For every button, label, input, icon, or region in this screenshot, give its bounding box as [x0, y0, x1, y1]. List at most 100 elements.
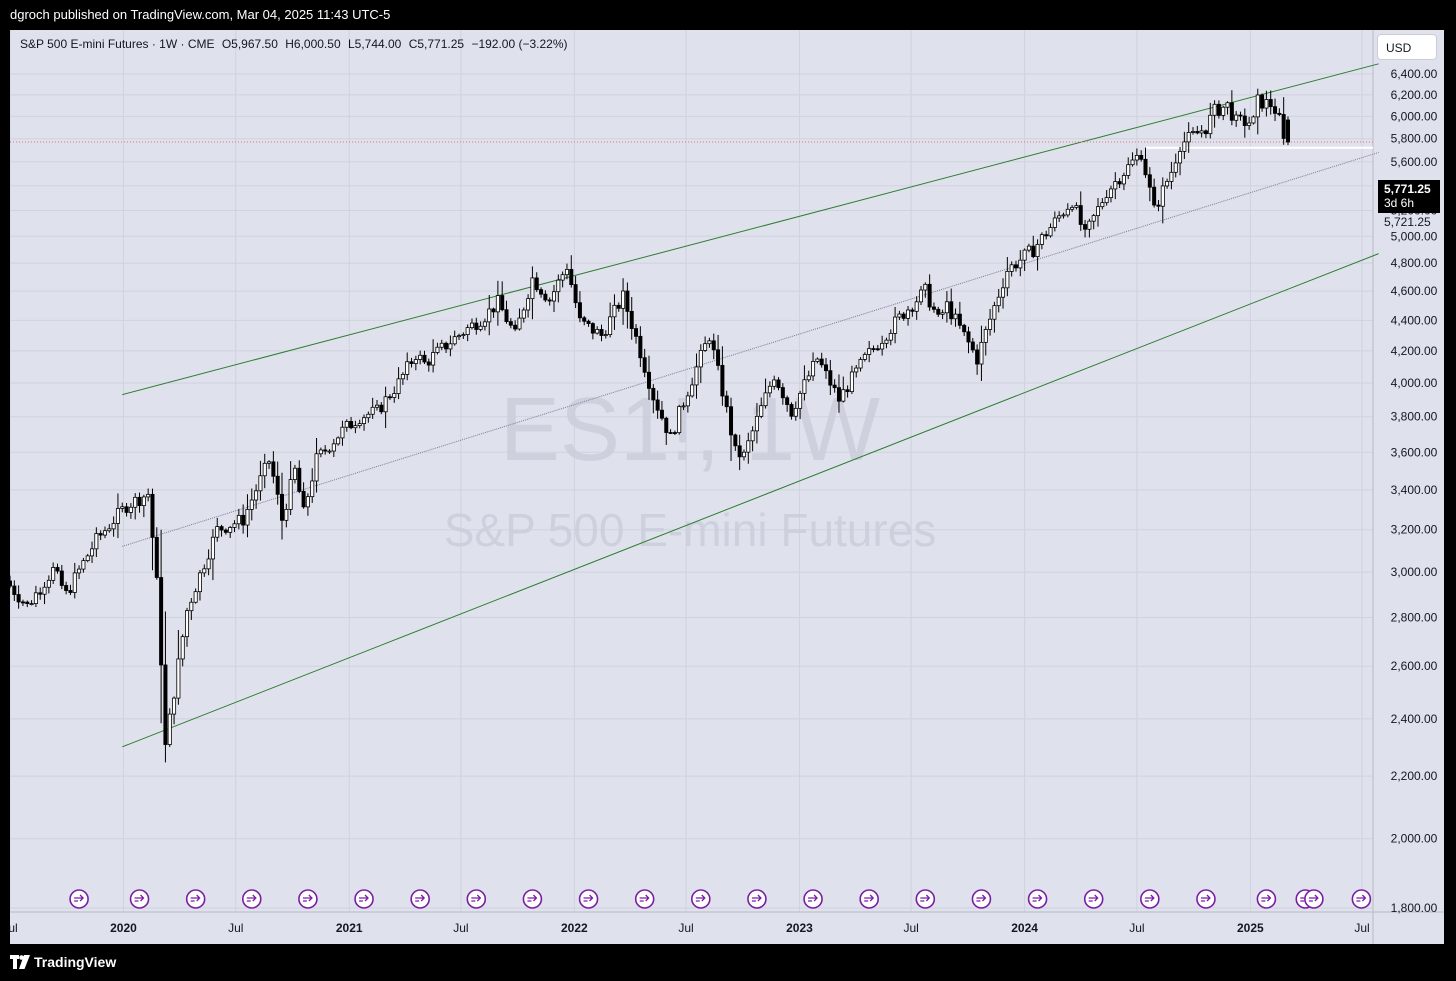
- currency-button[interactable]: USD: [1377, 34, 1437, 60]
- candle-up: [621, 290, 626, 309]
- candle-up: [448, 343, 453, 350]
- price-axis: 1,800.00 2,000.00 2,200.00 2,400.00 2,600.00…: [1391, 67, 1438, 915]
- candle-up: [94, 533, 99, 550]
- event-marker-icon[interactable]: [69, 889, 89, 909]
- ohlc-legend: S&P 500 E-mini Futures · 1W · CME O5,967…: [20, 37, 572, 51]
- candle-up: [405, 361, 410, 375]
- event-marker-icon[interactable]: [1256, 889, 1277, 909]
- candle-down: [55, 567, 60, 572]
- candle-down: [1117, 181, 1122, 185]
- event-marker-icon[interactable]: [578, 889, 599, 909]
- candle-down: [1143, 158, 1148, 176]
- candle-up: [530, 277, 535, 300]
- event-marker-icon[interactable]: [1083, 889, 1104, 909]
- candle-up: [81, 560, 86, 570]
- price-chart[interactable]: ES1!, 1W S&P 500 E-mini Futures 1,800.00…: [10, 30, 1444, 944]
- candle-up: [327, 450, 332, 453]
- candle-up: [608, 316, 613, 335]
- candle-down: [1260, 94, 1265, 109]
- legend-low: L5,744.00: [347, 37, 402, 51]
- candle-down: [301, 490, 306, 508]
- candle-down: [871, 348, 876, 350]
- candle-up: [383, 396, 388, 413]
- price-tick-label: 4,800.00: [1391, 256, 1438, 270]
- event-marker-icon[interactable]: [803, 889, 823, 909]
- candle-down: [491, 308, 496, 313]
- event-marker-icon[interactable]: [1140, 889, 1160, 909]
- event-marker-icon[interactable]: [241, 889, 262, 909]
- candle-down: [1078, 205, 1083, 225]
- candle-down: [219, 526, 224, 531]
- price-tick-label: 2,600.00: [1391, 659, 1438, 673]
- candle-up: [884, 339, 889, 344]
- candle-down: [271, 461, 276, 477]
- event-marker-icon[interactable]: [410, 889, 430, 909]
- candle-up: [1221, 106, 1226, 116]
- candle-down: [875, 348, 880, 351]
- candle-down: [534, 277, 539, 291]
- support-price-label: 5,721.25: [1384, 215, 1431, 229]
- chart-frame[interactable]: ES1!, 1W S&P 500 E-mini Futures 1,800.00…: [10, 30, 1444, 944]
- event-marker-icon[interactable]: [634, 889, 655, 909]
- candle-up: [232, 523, 237, 528]
- candle-down: [150, 493, 155, 538]
- event-marker-icon[interactable]: [522, 889, 543, 909]
- candle-up: [353, 425, 358, 429]
- candle-up: [305, 496, 310, 508]
- event-marker-icon[interactable]: [1351, 889, 1372, 909]
- candle-down: [426, 361, 431, 366]
- event-marker-icon[interactable]: [691, 889, 711, 909]
- event-marker-icon[interactable]: [747, 889, 767, 909]
- event-marker-icon[interactable]: [859, 889, 879, 909]
- event-marker-icon[interactable]: [971, 889, 992, 909]
- event-marker-icon[interactable]: [1304, 889, 1324, 909]
- candle-up: [918, 289, 923, 303]
- candle-up: [556, 279, 561, 293]
- legend-change: −192.00 (−3.22%): [471, 37, 568, 51]
- event-marker-icon[interactable]: [1027, 889, 1048, 909]
- candle-up: [1057, 215, 1062, 219]
- candle-up: [1048, 227, 1053, 237]
- candle-down: [504, 309, 509, 323]
- candle-up: [944, 301, 949, 314]
- candle-down: [785, 397, 790, 405]
- candle-up: [482, 321, 487, 327]
- time-tick-label: 2023: [786, 921, 813, 935]
- candle-up: [703, 343, 708, 351]
- candle-up: [362, 417, 367, 424]
- candle-down: [625, 290, 630, 312]
- candle-up: [526, 298, 531, 311]
- candle-up: [340, 426, 345, 439]
- time-tick-label: Jul: [678, 921, 693, 935]
- candle-down: [651, 387, 656, 401]
- candle-up: [862, 354, 867, 360]
- candle-down: [672, 432, 677, 434]
- candle-up: [806, 375, 811, 381]
- candle-down: [500, 295, 505, 311]
- candle-down: [474, 322, 479, 330]
- candle-up: [197, 572, 202, 593]
- event-marker-icon[interactable]: [298, 889, 318, 909]
- candle-up: [262, 462, 267, 477]
- candle-up: [180, 636, 185, 660]
- candle-up: [1178, 151, 1183, 164]
- candle-down: [957, 313, 962, 326]
- candle-up: [1022, 249, 1027, 261]
- candle-down: [297, 467, 302, 492]
- candle-up: [51, 567, 56, 581]
- candle-down: [124, 506, 129, 513]
- time-axis: Jul 2020 Jul 2021 Jul 2022 Jul 2023 Jul 2024 Jul 20…: [10, 921, 1370, 935]
- candle-up: [120, 506, 125, 509]
- event-marker-icon[interactable]: [129, 889, 150, 909]
- event-marker-icon[interactable]: [466, 889, 487, 909]
- candle-down: [1083, 224, 1088, 230]
- event-marker-icon[interactable]: [915, 889, 936, 909]
- event-marker-icon[interactable]: [354, 889, 374, 909]
- candle-up: [128, 506, 133, 513]
- candle-down: [543, 293, 548, 301]
- candle-down: [422, 354, 427, 363]
- candle-down: [577, 302, 582, 319]
- event-marker-icon[interactable]: [1196, 889, 1216, 909]
- candle-down: [970, 341, 975, 351]
- event-marker-icon[interactable]: [185, 889, 206, 909]
